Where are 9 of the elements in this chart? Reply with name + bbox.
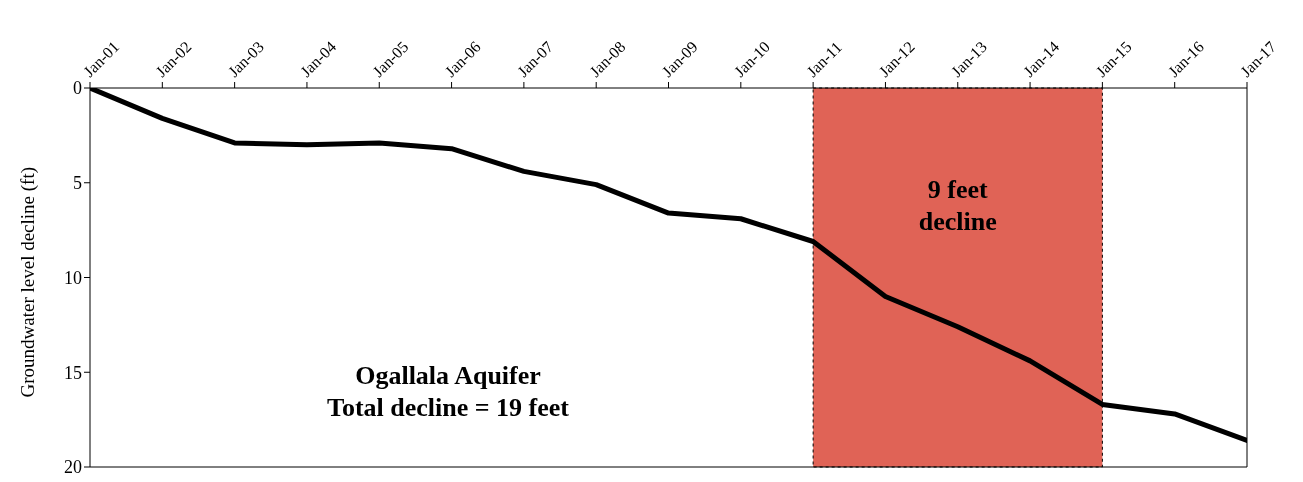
annotation: Total decline = 19 feet: [325, 392, 570, 424]
y-tick-label: 0: [73, 78, 82, 99]
y-tick-label: 20: [64, 457, 82, 478]
y-axis-title: Groundwater level decline (ft): [16, 166, 39, 398]
y-tick-label: 10: [64, 267, 82, 288]
y-tick-label: 15: [64, 362, 82, 383]
band-label: 9 feet decline: [918, 175, 997, 236]
annotation: Ogallala Aquifer: [354, 360, 542, 392]
y-tick-label: 5: [73, 173, 82, 194]
